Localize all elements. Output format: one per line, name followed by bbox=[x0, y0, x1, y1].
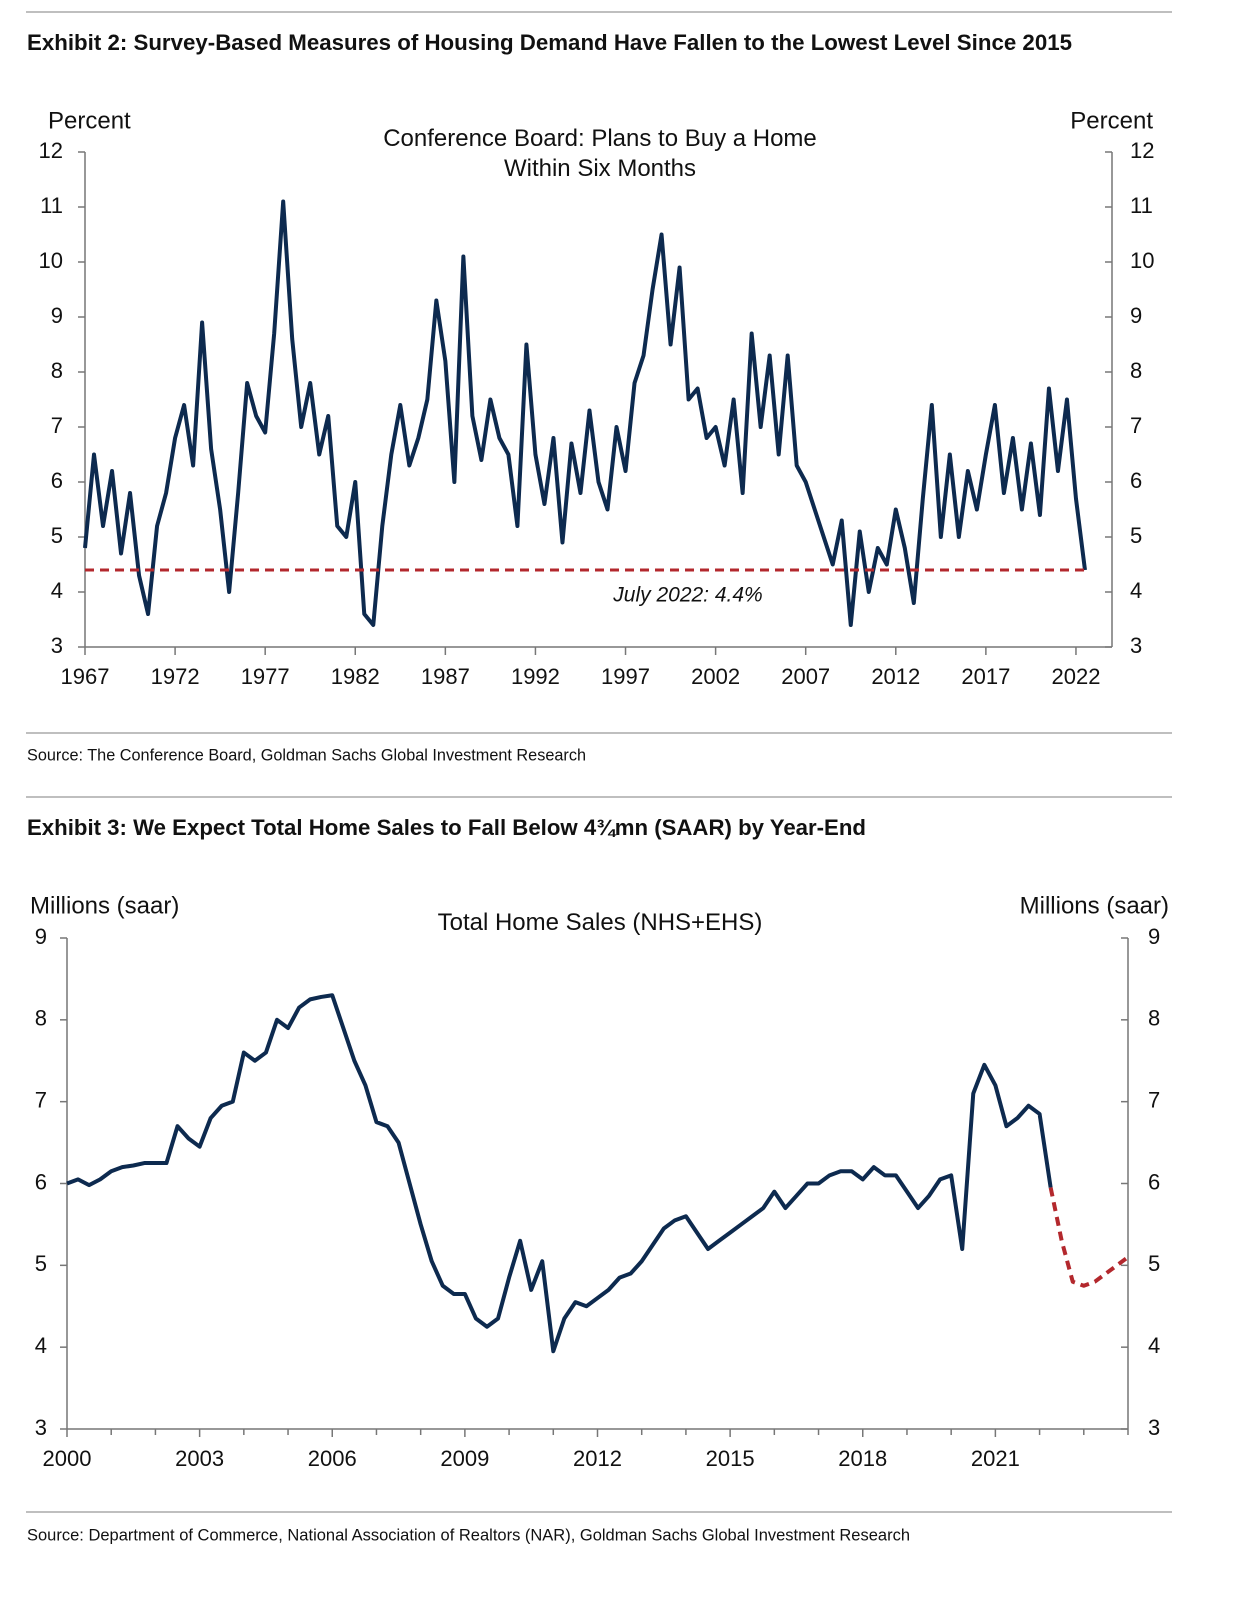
y2-tick-label: 9 bbox=[1148, 924, 1160, 949]
x-tick-label: 2003 bbox=[175, 1446, 224, 1471]
y-tick-label: 12 bbox=[39, 138, 63, 163]
x-tick-label: 1967 bbox=[61, 664, 110, 689]
x-tick-label: 2012 bbox=[573, 1446, 622, 1471]
y2-tick-label: 6 bbox=[1130, 468, 1142, 493]
y2-tick-label: 4 bbox=[1130, 578, 1142, 603]
y-tick-label: 6 bbox=[35, 1169, 47, 1194]
x-tick-label: 1977 bbox=[241, 664, 290, 689]
x-tick-label: 1992 bbox=[511, 664, 560, 689]
x-tick-label: 1997 bbox=[601, 664, 650, 689]
y-tick-label: 8 bbox=[35, 1006, 47, 1031]
chart-title: Conference Board: Plans to Buy a Home Wi… bbox=[383, 125, 817, 182]
x-tick-label: 2002 bbox=[691, 664, 740, 689]
x-tick-label: 2015 bbox=[706, 1446, 755, 1471]
y2-tick-label: 3 bbox=[1130, 633, 1142, 658]
y2-tick-label: 4 bbox=[1148, 1333, 1160, 1358]
data-line bbox=[1048, 1187, 1130, 1288]
x-tick-label: 2009 bbox=[440, 1446, 489, 1471]
y-tick-label: 4 bbox=[35, 1333, 47, 1358]
y-tick-label: 7 bbox=[35, 1087, 47, 1112]
y2-axis-label: Percent bbox=[1070, 107, 1153, 134]
y2-tick-label: 10 bbox=[1130, 248, 1154, 273]
y-tick-label: 7 bbox=[51, 413, 63, 438]
y2-tick-label: 12 bbox=[1130, 138, 1154, 163]
y2-tick-label: 6 bbox=[1148, 1169, 1160, 1194]
x-tick-label: 2018 bbox=[838, 1446, 887, 1471]
source: Source: Department of Commerce, National… bbox=[27, 1525, 910, 1544]
reference-label: July 2022: 4.4% bbox=[612, 584, 762, 607]
y2-tick-label: 11 bbox=[1130, 193, 1153, 218]
x-tick-label: 2012 bbox=[871, 664, 920, 689]
x-tick-label: 2017 bbox=[961, 664, 1010, 689]
y-tick-label: 11 bbox=[40, 193, 63, 218]
data-line bbox=[66, 993, 1053, 1354]
x-tick-label: 2021 bbox=[971, 1446, 1020, 1471]
x-tick-label: 2006 bbox=[308, 1446, 357, 1471]
x-tick-label: 2022 bbox=[1051, 664, 1100, 689]
y-tick-label: 10 bbox=[39, 248, 63, 273]
exhibit-title: Exhibit 2: Survey-Based Measures of Hous… bbox=[27, 30, 1072, 55]
x-tick-label: 2007 bbox=[781, 664, 830, 689]
y2-tick-label: 7 bbox=[1130, 413, 1142, 438]
y-tick-label: 8 bbox=[51, 358, 63, 383]
y-axis-label: Millions (saar) bbox=[30, 892, 179, 919]
y2-tick-label: 9 bbox=[1130, 303, 1142, 328]
y-tick-label: 5 bbox=[35, 1251, 47, 1276]
exhibit-title: Exhibit 3: We Expect Total Home Sales to… bbox=[27, 815, 866, 840]
y2-tick-label: 3 bbox=[1148, 1415, 1160, 1440]
data-line bbox=[83, 199, 1087, 627]
chart-title: Total Home Sales (NHS+EHS) bbox=[437, 909, 763, 936]
y-tick-label: 9 bbox=[51, 303, 63, 328]
y-axis-label: Percent bbox=[48, 107, 131, 134]
y-tick-label: 6 bbox=[51, 468, 63, 493]
y-tick-label: 9 bbox=[35, 924, 47, 949]
y-tick-label: 4 bbox=[51, 578, 63, 603]
y-tick-label: 3 bbox=[51, 633, 63, 658]
y2-tick-label: 5 bbox=[1130, 523, 1142, 548]
x-tick-label: 1982 bbox=[331, 664, 380, 689]
source: Source: The Conference Board, Goldman Sa… bbox=[27, 745, 586, 764]
y2-axis-label: Millions (saar) bbox=[1020, 892, 1169, 919]
x-tick-label: 1972 bbox=[151, 664, 200, 689]
y2-tick-label: 8 bbox=[1130, 358, 1142, 383]
y2-tick-label: 5 bbox=[1148, 1251, 1160, 1276]
y2-tick-label: 8 bbox=[1148, 1006, 1160, 1031]
x-tick-label: 2000 bbox=[43, 1446, 92, 1471]
y-tick-label: 5 bbox=[51, 523, 63, 548]
y-tick-label: 3 bbox=[35, 1415, 47, 1440]
x-tick-label: 1987 bbox=[421, 664, 470, 689]
y2-tick-label: 7 bbox=[1148, 1087, 1160, 1112]
